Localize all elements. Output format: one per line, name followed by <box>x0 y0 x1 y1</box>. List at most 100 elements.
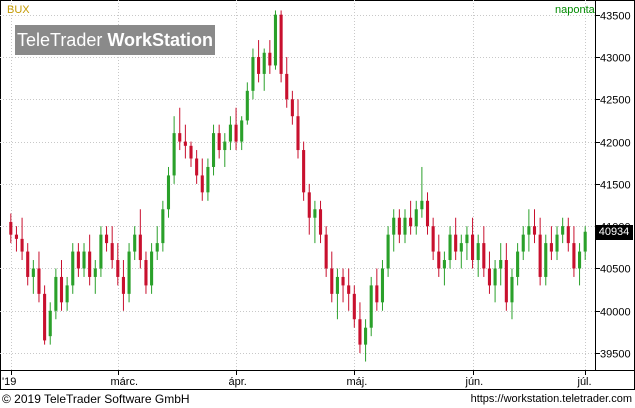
candle <box>262 48 266 91</box>
candle-body <box>279 14 283 74</box>
candle-body <box>318 209 323 235</box>
y-tick-label: 40500 <box>600 264 631 276</box>
candle-body <box>578 251 582 269</box>
candle-body <box>380 268 385 303</box>
candle-body <box>54 276 58 311</box>
candle <box>392 209 396 252</box>
candle-body <box>499 260 503 269</box>
candle-body <box>172 133 176 176</box>
x-tick-label: márc. <box>111 376 139 388</box>
x-tick-label: máj. <box>347 376 368 388</box>
candle-body <box>538 234 542 277</box>
candle <box>487 251 492 294</box>
candle <box>223 133 227 167</box>
candle <box>217 124 221 159</box>
candle-body <box>516 251 520 277</box>
candle <box>341 268 345 303</box>
candle-body <box>358 319 362 345</box>
candle-body <box>454 234 458 252</box>
candle-body <box>521 234 525 252</box>
candle <box>437 234 441 277</box>
candle <box>358 302 362 354</box>
candle <box>161 200 165 252</box>
chart-area: 3950040000405004100041500420004250043000… <box>0 0 635 390</box>
x-tick-label: jún. <box>465 376 484 388</box>
candle-body <box>195 158 199 176</box>
candle <box>71 243 75 294</box>
candle-body <box>206 166 210 193</box>
source-url[interactable]: https://workstation.teletrader.com <box>470 393 632 405</box>
candle <box>330 251 334 303</box>
candle <box>228 116 232 151</box>
symbol-label: BUX <box>7 4 30 16</box>
candle-body <box>223 141 227 151</box>
candle-body <box>121 276 125 294</box>
candle <box>121 260 125 311</box>
candle-body <box>133 234 137 252</box>
candle <box>482 226 486 277</box>
candle <box>279 10 283 83</box>
candle-body <box>549 243 553 252</box>
candle-body <box>583 231 587 252</box>
candle <box>375 268 379 311</box>
candle-body <box>144 260 148 286</box>
candle-body <box>251 56 255 91</box>
candle <box>459 234 463 269</box>
candle <box>403 209 407 244</box>
candle-body <box>504 260 508 303</box>
copyright-text: © 2019 TeleTrader Software GmbH <box>2 392 190 406</box>
candle <box>9 213 13 244</box>
candle-body <box>110 243 114 261</box>
candle <box>431 217 435 261</box>
candle-body <box>155 243 159 252</box>
candle <box>138 209 142 269</box>
candle <box>88 234 92 286</box>
candle-body <box>476 243 480 261</box>
candle <box>110 226 114 269</box>
candle-body <box>561 226 565 235</box>
candle-body <box>14 234 18 239</box>
candle <box>527 209 531 252</box>
y-tick-label: 39500 <box>600 349 631 361</box>
candle <box>347 268 351 311</box>
candle-body <box>150 251 154 286</box>
candle-body <box>20 238 24 252</box>
candle <box>31 260 35 294</box>
candle <box>206 158 210 201</box>
candle-body <box>352 293 356 320</box>
candle-body <box>510 276 514 303</box>
candle-body <box>138 234 142 261</box>
candle-body <box>245 90 249 121</box>
candle-body <box>116 260 120 277</box>
candle-body <box>37 268 41 294</box>
candle-body <box>482 243 486 269</box>
candle-body <box>82 251 86 269</box>
candle <box>549 226 553 261</box>
candle-body <box>471 234 475 261</box>
candle <box>65 276 69 311</box>
candle <box>364 319 368 362</box>
candle-body <box>76 251 80 269</box>
candle <box>127 243 131 303</box>
candle <box>544 234 548 286</box>
candle <box>37 251 41 303</box>
candle-body <box>386 234 390 269</box>
y-tick-label: 42500 <box>600 95 631 107</box>
candle-body <box>532 226 537 235</box>
period-label: naponta <box>555 4 595 16</box>
candle-body <box>234 124 238 142</box>
candle <box>380 260 385 311</box>
candle <box>150 243 154 294</box>
candle <box>257 40 261 83</box>
candle-body <box>178 133 182 142</box>
candle <box>425 192 430 235</box>
candle <box>420 166 424 218</box>
candle <box>144 251 148 294</box>
candle-body <box>566 226 570 244</box>
candle-body <box>335 276 339 294</box>
candle-body <box>59 276 64 303</box>
candle <box>189 141 193 167</box>
candle-body <box>166 175 171 210</box>
candle-body <box>161 209 165 244</box>
candle <box>296 99 300 159</box>
